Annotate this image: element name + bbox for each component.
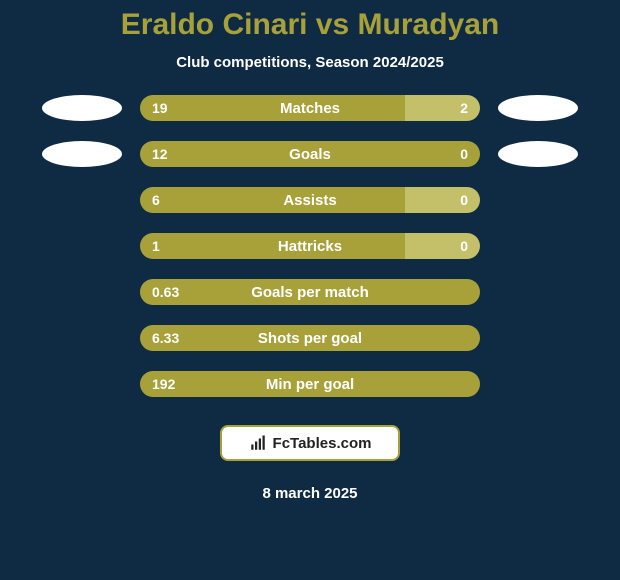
stat-row: Shots per goal6.33	[0, 325, 620, 351]
bar-segment-left	[140, 187, 405, 213]
footer-date: 8 march 2025	[0, 485, 620, 502]
bar-segment-right	[405, 233, 480, 259]
player-marker-right	[498, 141, 578, 167]
spacer	[498, 279, 578, 305]
bar-segment-right	[405, 95, 480, 121]
spacer	[42, 371, 122, 397]
stats-rows: Matches192 Goals120 Assists60 Hattricks10 Go…	[0, 95, 620, 397]
spacer	[498, 187, 578, 213]
stat-bar: Assists60	[140, 187, 480, 213]
stat-bar: Hattricks10	[140, 233, 480, 259]
player-marker-right	[498, 95, 578, 121]
stat-row: Goals per match0.63	[0, 279, 620, 305]
bar-segment-left	[140, 371, 480, 397]
stat-row: Assists60	[0, 187, 620, 213]
stat-bar: Matches192	[140, 95, 480, 121]
spacer	[42, 187, 122, 213]
stat-bar: Goals120	[140, 141, 480, 167]
player-marker-left	[42, 141, 122, 167]
bar-segment-right	[405, 187, 480, 213]
page-title: Eraldo Cinari vs Muradyan	[0, 8, 620, 42]
page-subtitle: Club competitions, Season 2024/2025	[0, 54, 620, 71]
spacer	[42, 325, 122, 351]
spacer	[498, 233, 578, 259]
bar-segment-left	[140, 95, 405, 121]
bar-segment-left	[140, 141, 480, 167]
bar-segment-left	[140, 233, 405, 259]
spacer	[42, 233, 122, 259]
stat-bar: Min per goal192	[140, 371, 480, 397]
player-marker-left	[42, 95, 122, 121]
stat-row: Hattricks10	[0, 233, 620, 259]
bar-segment-left	[140, 279, 480, 305]
stat-row: Matches192	[0, 95, 620, 121]
stat-bar: Goals per match0.63	[140, 279, 480, 305]
stat-row: Goals120	[0, 141, 620, 167]
stat-bar: Shots per goal6.33	[140, 325, 480, 351]
stat-row: Min per goal192	[0, 371, 620, 397]
bar-segment-left	[140, 325, 480, 351]
spacer	[498, 325, 578, 351]
spacer	[42, 279, 122, 305]
footer-badge-text: FcTables.com	[273, 435, 372, 452]
spacer	[498, 371, 578, 397]
footer-badge: FcTables.com	[220, 425, 400, 461]
chart-icon	[249, 434, 267, 452]
